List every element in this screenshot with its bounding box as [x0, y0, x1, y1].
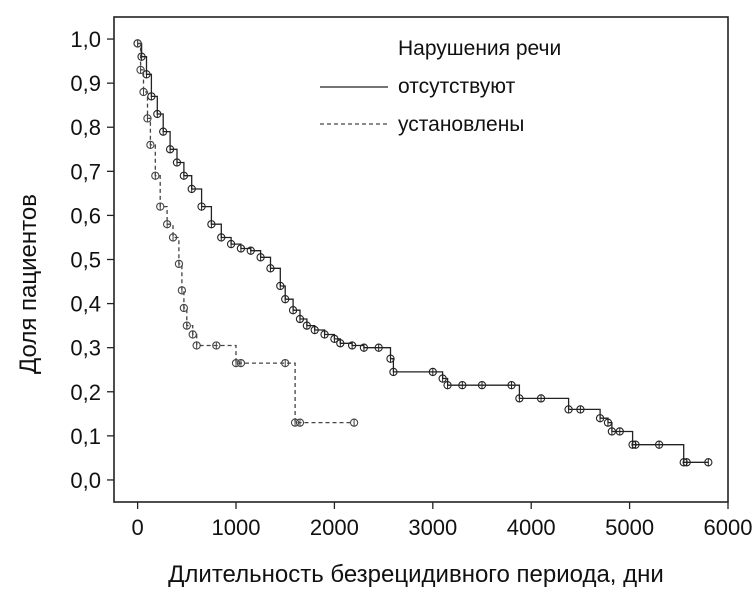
y-tick-label: 0,2: [70, 380, 101, 405]
y-tick-label: 0,4: [70, 292, 101, 317]
series-absent: [133, 39, 713, 467]
x-axis-title: Длительность безрецидивного периода, дни: [168, 561, 664, 588]
y-tick-label: 0,1: [70, 424, 101, 449]
x-tick-label: 0: [131, 515, 143, 540]
legend-title: Нарушения речи: [398, 37, 561, 60]
series-line: [137, 42, 709, 463]
x-tick-label: 1000: [212, 515, 261, 540]
x-tick-label: 6000: [704, 515, 753, 540]
y-tick-label: 0,9: [70, 71, 101, 96]
legend-label-absent: отсутствуют: [398, 75, 516, 98]
y-tick-label: 1,0: [70, 27, 101, 52]
y-axis-ticks: 0,0 0,1 0,2 0,3 0,4 0,5 0,6 0,7 0,8 0,9 1,0: [70, 27, 114, 493]
x-tick-label: 5000: [605, 515, 654, 540]
y-tick-label: 0,8: [70, 115, 101, 140]
y-tick-label: 0,5: [70, 248, 101, 273]
series-line: [137, 42, 355, 424]
y-tick-label: 0,7: [70, 159, 101, 184]
legend-label-present: установлены: [398, 113, 524, 136]
legend: Нарушения речи отсутствуют установлены: [320, 37, 561, 136]
y-tick-label: 0,0: [70, 468, 101, 493]
x-tick-label: 4000: [507, 515, 556, 540]
y-tick-label: 0,3: [70, 336, 101, 361]
y-tick-label: 0,6: [70, 203, 101, 228]
series-present: [133, 39, 359, 427]
y-axis-title: Доля пациентов: [15, 194, 42, 374]
x-tick-label: 3000: [408, 515, 457, 540]
series-layer: [133, 39, 713, 467]
x-tick-label: 2000: [310, 515, 359, 540]
x-axis-ticks: 0 1000 2000 3000 4000 5000 6000: [131, 502, 752, 540]
